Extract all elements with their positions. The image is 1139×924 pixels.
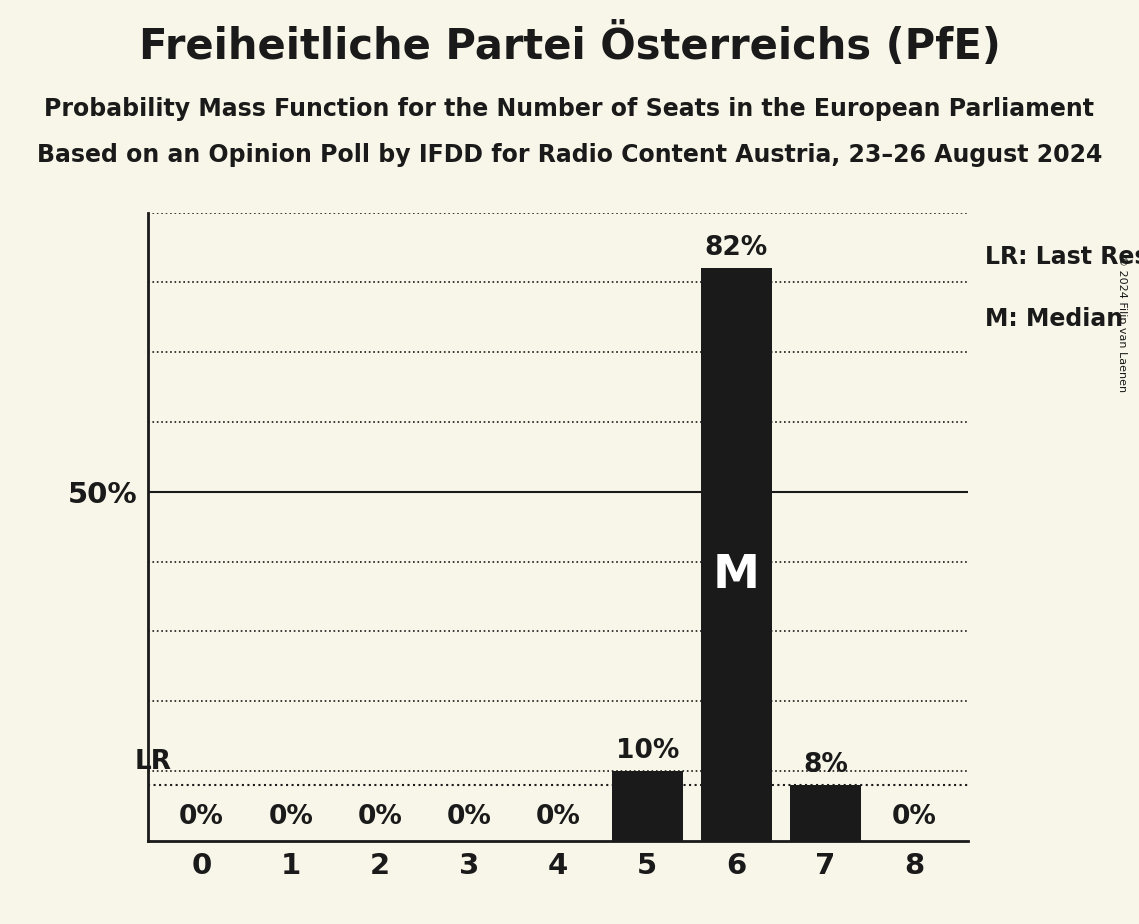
Text: LR: LR bbox=[134, 748, 172, 774]
Text: M: M bbox=[713, 553, 760, 598]
Text: 0%: 0% bbox=[446, 805, 491, 831]
Text: 0%: 0% bbox=[892, 805, 937, 831]
Bar bbox=[789, 785, 861, 841]
Text: 0%: 0% bbox=[358, 805, 402, 831]
Text: Probability Mass Function for the Number of Seats in the European Parliament: Probability Mass Function for the Number… bbox=[44, 97, 1095, 121]
Text: 0%: 0% bbox=[535, 805, 581, 831]
Text: 10%: 10% bbox=[615, 738, 679, 764]
Text: M: Median: M: Median bbox=[984, 308, 1123, 332]
Bar bbox=[700, 268, 772, 841]
Text: 0%: 0% bbox=[269, 805, 313, 831]
Text: Freiheitliche Partei Österreichs (PfE): Freiheitliche Partei Österreichs (PfE) bbox=[139, 23, 1000, 68]
Text: 82%: 82% bbox=[705, 236, 768, 261]
Text: 8%: 8% bbox=[803, 752, 847, 778]
Text: © 2024 Filip van Laenen: © 2024 Filip van Laenen bbox=[1117, 255, 1126, 392]
Text: 0%: 0% bbox=[179, 805, 224, 831]
Text: Based on an Opinion Poll by IFDD for Radio Content Austria, 23–26 August 2024: Based on an Opinion Poll by IFDD for Rad… bbox=[36, 143, 1103, 167]
Bar bbox=[612, 771, 683, 841]
Text: LR: Last Result: LR: Last Result bbox=[984, 245, 1139, 269]
